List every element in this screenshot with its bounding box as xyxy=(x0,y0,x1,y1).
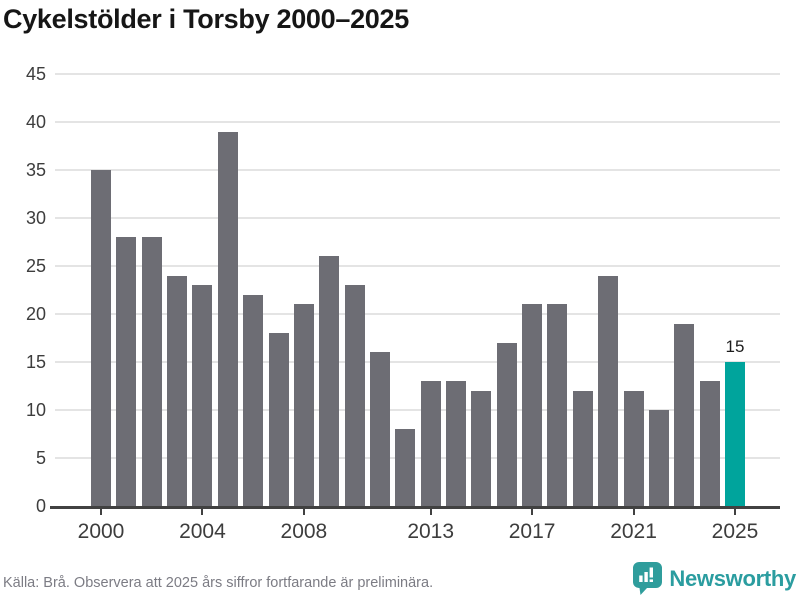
y-tick-label-35: 35 xyxy=(25,160,46,180)
y-tick-label-5: 5 xyxy=(35,448,46,468)
y-tick-label-20: 20 xyxy=(25,304,46,324)
bar-2003 xyxy=(167,275,188,506)
bar-2023 xyxy=(674,323,695,506)
y-tick-label-40: 40 xyxy=(25,112,46,132)
gridline-45 xyxy=(55,73,780,75)
chart-title: Cykelstölder i Torsby 2000–2025 xyxy=(3,4,409,34)
x-tick-2004 xyxy=(201,509,204,515)
y-tick-label-10: 10 xyxy=(25,400,46,420)
x-tick-2008 xyxy=(302,509,305,515)
bar-2005 xyxy=(217,131,238,506)
bar-2019 xyxy=(572,390,593,506)
newsworthy-logo: Newsworthy xyxy=(633,562,796,595)
x-tick-2013 xyxy=(429,509,432,515)
bar-2009 xyxy=(319,256,340,506)
bar-2018 xyxy=(547,304,568,506)
plot-area: 0 5 10 15 20 25 30 35 40 45 2000 2004 2008 2013 2017 2… xyxy=(25,64,780,543)
footer: Källa: Brå. Observera att 2025 års siffr… xyxy=(0,558,800,600)
bar-2021 xyxy=(623,390,644,506)
x-tick-label-2000: 2000 xyxy=(77,520,125,543)
bar-2006 xyxy=(243,294,264,506)
y-tick-label-15: 15 xyxy=(25,352,46,372)
gridline-20 xyxy=(55,313,780,315)
x-tick-2000 xyxy=(100,509,102,515)
bar-2020 xyxy=(598,275,619,506)
bar-2013 xyxy=(420,381,441,506)
x-axis-line xyxy=(50,506,780,509)
x-tick-label-2025: 2025 xyxy=(711,520,759,543)
bar-2010 xyxy=(344,285,365,506)
bar-2004 xyxy=(192,285,213,506)
x-tick-label-2021: 2021 xyxy=(610,520,657,543)
x-tick-label-2013: 2013 xyxy=(407,520,455,543)
x-tick-label-2004: 2004 xyxy=(179,520,226,543)
highlight-value-label: 15 xyxy=(725,337,745,356)
gridline-30 xyxy=(55,217,780,219)
bar-2022 xyxy=(648,410,669,506)
gridline-25 xyxy=(55,265,780,267)
x-tick-2017 xyxy=(531,509,534,515)
source-note: Källa: Brå. Observera att 2025 års siffr… xyxy=(3,575,434,591)
bar-2014 xyxy=(446,381,467,506)
bar-2000 xyxy=(91,170,111,506)
y-tick-label-25: 25 xyxy=(25,256,46,276)
bar-2011 xyxy=(369,352,390,506)
newsworthy-wordmark: Newsworthy xyxy=(669,565,796,591)
y-tick-label-0: 0 xyxy=(35,496,46,516)
bar-2012 xyxy=(395,429,416,506)
x-tick-label-2008: 2008 xyxy=(280,520,328,543)
gridline-35 xyxy=(55,169,780,171)
newsworthy-logo-icon xyxy=(633,562,663,595)
x-tick-2025 xyxy=(734,509,736,515)
gridline-10 xyxy=(55,409,780,411)
bar-2008 xyxy=(293,304,314,506)
bar-2002 xyxy=(141,237,162,506)
bar-2015 xyxy=(471,390,492,506)
y-tick-label-30: 30 xyxy=(25,208,46,228)
bar-2001 xyxy=(116,237,137,506)
bar-2025 xyxy=(725,362,745,506)
bar-2024 xyxy=(699,381,720,506)
gridline-40 xyxy=(55,121,780,123)
gridline-15 xyxy=(55,361,780,363)
x-tick-label-2017: 2017 xyxy=(508,520,556,543)
gridline-5 xyxy=(55,457,780,459)
bar-2016 xyxy=(496,342,517,506)
bar-2017 xyxy=(522,304,543,506)
bar-2007 xyxy=(268,333,289,506)
x-tick-2021 xyxy=(632,509,635,515)
y-tick-label-45: 45 xyxy=(25,64,46,84)
